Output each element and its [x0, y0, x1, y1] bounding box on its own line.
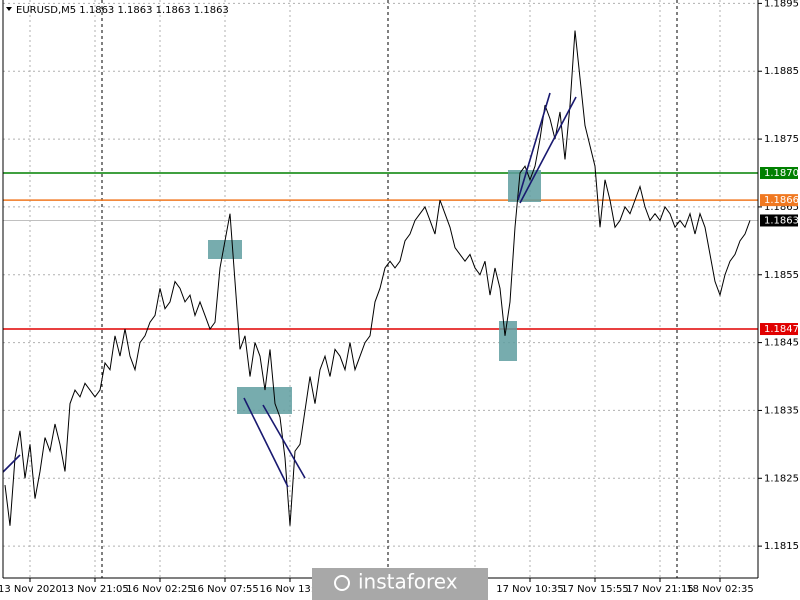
- x-tick-label: 16 Nov 13:1: [259, 584, 320, 595]
- zones: [208, 170, 541, 414]
- zone: [208, 240, 242, 259]
- zone: [508, 170, 541, 202]
- level-label-box: [760, 194, 798, 207]
- trend-line: [517, 92, 551, 201]
- level-label: 1.1847: [764, 324, 799, 335]
- y-tick-label: 1.1845: [764, 338, 799, 349]
- y-tick-label: 1.1875: [764, 134, 799, 145]
- watermark-box: [312, 568, 488, 600]
- trend-line: [243, 397, 289, 488]
- trend-line: [262, 404, 306, 479]
- level-label-box: [760, 323, 798, 336]
- y-tick-label: 1.1895: [764, 0, 799, 9]
- level-label-box: [760, 214, 798, 227]
- grid: [3, 0, 758, 578]
- watermark-logo: [334, 575, 350, 591]
- x-tick-label: 17 Nov 10:35: [496, 584, 563, 595]
- y-tick-label: 1.1865: [764, 202, 799, 213]
- x-tick-label: 17 Nov 15:55: [561, 584, 628, 595]
- levels: [3, 172, 758, 330]
- plot: [4, 30, 751, 526]
- trend-lines: [2, 92, 577, 488]
- chart-title: EURUSD,M5 1.1863 1.1863 1.1863 1.1863: [16, 5, 229, 16]
- zone: [499, 321, 517, 361]
- y-tick-label: 1.1885: [764, 66, 799, 77]
- x-tick-label: 16 Nov 07:55: [191, 584, 258, 595]
- level-label: 1.1866: [764, 195, 799, 206]
- y-tick-label: 1.1825: [764, 473, 799, 484]
- trend-line: [2, 454, 21, 473]
- x-tick-label: 13 Nov 2020: [0, 584, 62, 595]
- y-tick-label: 1.1855: [764, 270, 799, 281]
- price-line: [4, 30, 751, 526]
- y-tick-label: 1.1835: [764, 405, 799, 416]
- level-label: 1.1863: [764, 215, 799, 226]
- trend-line: [519, 96, 577, 204]
- x-tick-label: 17 Nov 21:15: [626, 584, 693, 595]
- level-label-box: [760, 166, 798, 179]
- watermark: instaforex: [358, 570, 458, 594]
- zone: [237, 387, 292, 414]
- x-tick-label: 16 Nov 02:25: [126, 584, 193, 595]
- menu-arrow: [6, 7, 12, 11]
- x-tick-label: 18 Nov 02:35: [686, 584, 753, 595]
- x-tick-label: 13 Nov 21:05: [61, 584, 128, 595]
- y-tick-label: 1.1815: [764, 541, 799, 552]
- level-label: 1.1870: [764, 168, 799, 179]
